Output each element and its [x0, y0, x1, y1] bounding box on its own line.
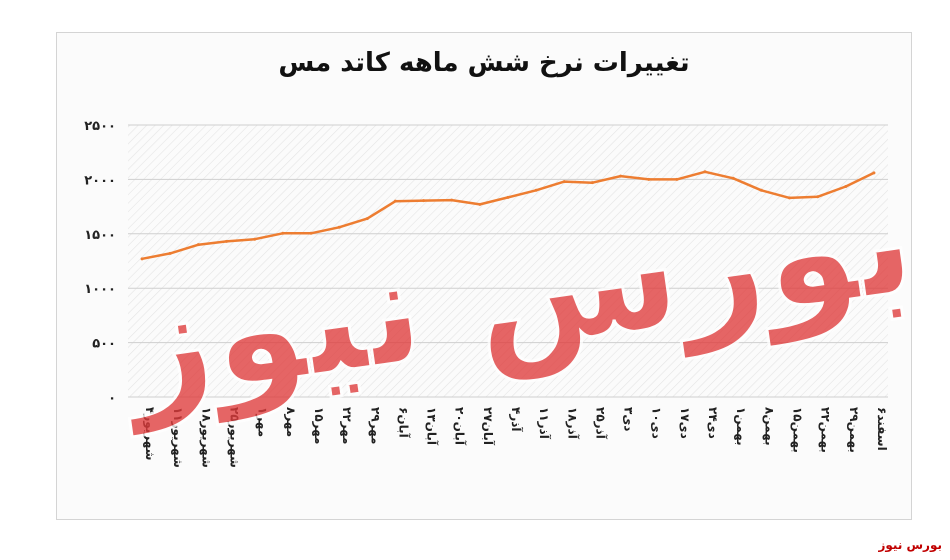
x-tick-label: ۱۰دی	[650, 407, 664, 439]
data-point	[506, 195, 510, 199]
plot-area	[128, 125, 888, 397]
series-points	[140, 170, 876, 261]
x-tick-label: ۲۵آذر	[593, 407, 608, 440]
data-point	[168, 251, 172, 255]
y-tick-label: ۰	[108, 391, 116, 406]
x-tick-label: ۲۹بهمن	[847, 407, 861, 453]
x-axis: ۴شهریور ۱۱شهریور ۱۸شهریور ۲۵شهریور ۱مهر ۸مهر ۱…	[142, 407, 889, 468]
y-tick-label: ۲۵۰۰	[84, 119, 116, 134]
x-tick-label: ۱۷دی	[678, 407, 692, 439]
data-point	[590, 181, 594, 185]
x-tick-label: ۶اسفند	[875, 407, 889, 451]
x-tick-label: ۲۵شهریور	[227, 407, 242, 468]
data-point	[309, 231, 313, 235]
data-point	[253, 237, 257, 241]
data-point	[225, 239, 229, 243]
footer-brand: بورس نیوز	[878, 538, 942, 552]
data-point	[478, 202, 482, 206]
y-tick-label: ۵۰۰	[92, 337, 116, 352]
x-tick-label: ۲۰آبان	[453, 407, 468, 446]
data-point	[450, 198, 454, 202]
x-tick-label: ۴شهریور	[142, 407, 157, 460]
data-point	[787, 196, 791, 200]
x-tick-label: ۸مهر	[284, 407, 298, 437]
x-tick-label: ۱۵بهمن	[790, 407, 804, 453]
y-axis: ۰ ۵۰۰ ۱۰۰۰ ۱۵۰۰ ۲۰۰۰ ۲۵۰۰	[84, 119, 116, 406]
data-point	[393, 199, 397, 203]
data-point	[872, 171, 876, 175]
data-point	[759, 188, 763, 192]
x-tick-label: ۱۵مهر	[312, 407, 326, 444]
x-tick-label: ۱۱آذر	[537, 407, 552, 440]
x-tick-label: ۱۳آبان	[425, 407, 440, 446]
x-tick-label: ۳دی	[622, 407, 636, 431]
y-tick-label: ۲۰۰۰	[84, 173, 116, 188]
data-point	[140, 257, 144, 261]
data-point	[647, 177, 651, 181]
data-point	[422, 199, 426, 203]
data-point	[281, 231, 285, 235]
data-point	[703, 170, 707, 174]
x-tick-label: ۲۷آبان	[481, 407, 496, 446]
data-point	[619, 174, 623, 178]
x-tick-label: ۸بهمن	[762, 407, 776, 446]
y-tick-label: ۱۰۰۰	[84, 282, 116, 297]
x-tick-label: ۲۹مهر	[368, 407, 382, 444]
x-tick-label: ۱مهر	[256, 407, 270, 437]
data-point	[562, 180, 566, 184]
data-point	[844, 184, 848, 188]
x-tick-label: ۶آبان	[396, 407, 411, 439]
data-point	[196, 243, 200, 247]
data-point	[816, 195, 820, 199]
data-point	[534, 188, 538, 192]
data-point	[675, 177, 679, 181]
x-tick-label: ۲۴دی	[706, 407, 720, 439]
data-point	[337, 225, 341, 229]
data-point	[365, 217, 369, 221]
data-point	[731, 176, 735, 180]
chart-title: تغییرات نرخ شش ماهه کاتد مس	[278, 48, 690, 78]
x-tick-label: ۴آذر	[509, 407, 524, 432]
x-tick-label: ۱بهمن	[734, 407, 748, 446]
x-tick-label: ۱۸شهریور	[198, 407, 213, 468]
x-tick-label: ۲۲بهمن	[819, 407, 833, 453]
x-tick-label: ۱۸آذر	[565, 407, 580, 440]
y-tick-label: ۱۵۰۰	[84, 228, 116, 243]
x-tick-label: ۱۱شهریور	[170, 407, 185, 468]
x-tick-label: ۲۲مهر	[340, 407, 354, 444]
gridlines	[128, 124, 888, 398]
